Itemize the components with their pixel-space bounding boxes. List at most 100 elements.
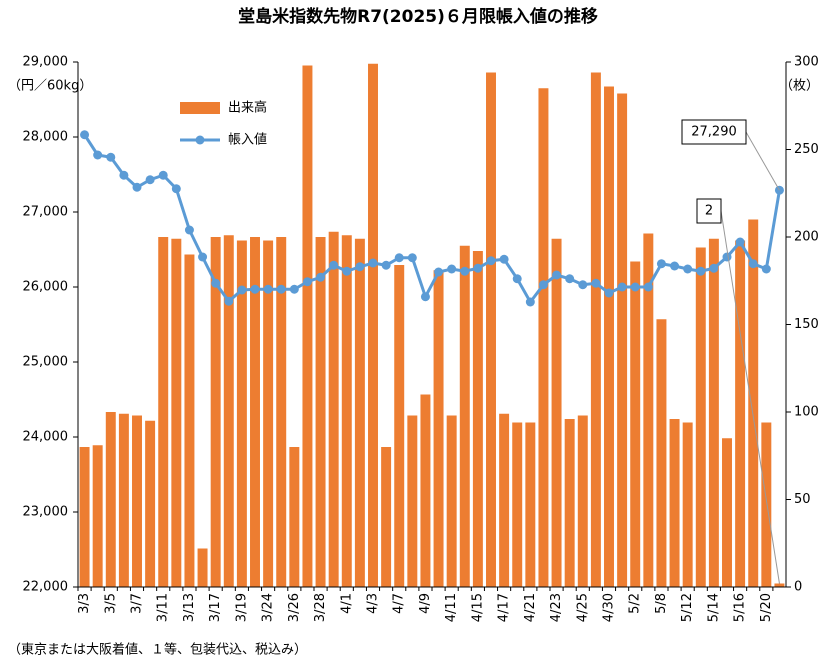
line-marker	[670, 261, 680, 271]
line-marker	[302, 277, 312, 287]
bar	[669, 419, 680, 587]
line-marker	[93, 150, 103, 160]
line-marker	[656, 259, 666, 269]
bar	[735, 240, 746, 587]
legend-marker	[195, 135, 205, 145]
callout-box	[681, 119, 747, 145]
data-label: 27,290	[691, 125, 737, 140]
bar	[105, 412, 116, 587]
line-marker	[381, 260, 391, 270]
y-tick-label: 26,000	[23, 280, 69, 295]
bar	[499, 413, 510, 587]
line-marker	[696, 266, 706, 276]
line-marker	[525, 297, 535, 307]
callout-line	[745, 131, 780, 191]
line-marker	[342, 266, 352, 276]
callout-box	[696, 198, 722, 224]
y-tick-label: 28,000	[23, 130, 69, 145]
x-tick-label: 3/5	[103, 593, 118, 614]
x-tick-label: 3/26	[287, 593, 302, 622]
y2-tick-label: 300	[794, 55, 819, 70]
x-tick-label: 4/21	[523, 593, 538, 622]
y2-tick-label: 0	[794, 580, 802, 595]
line-marker	[224, 296, 234, 306]
line-marker	[80, 130, 90, 140]
bar	[420, 394, 431, 587]
bar	[263, 240, 274, 587]
line-marker	[447, 264, 457, 274]
line-marker	[460, 266, 470, 276]
line-marker	[158, 170, 168, 180]
bar	[79, 447, 90, 587]
bar	[774, 583, 785, 587]
bar	[604, 86, 614, 587]
x-tick-label: 4/23	[549, 593, 564, 622]
x-tick-label: 5/14	[706, 593, 721, 622]
y2-tick-label: 50	[794, 492, 811, 507]
y2-axis-label: （枚）	[780, 79, 819, 94]
x-tick-label: 4/1	[339, 593, 354, 614]
line-marker	[434, 267, 444, 277]
bar	[722, 438, 732, 587]
y-tick-label: 22,000	[23, 580, 69, 595]
line-marker	[263, 284, 273, 294]
y-axis-label: （円／60kg）	[8, 79, 92, 94]
footnote: （東京または大阪着値、１等、包装代込、税込み）	[8, 642, 307, 658]
line-marker	[119, 170, 129, 180]
line-marker	[407, 253, 417, 263]
x-tick-label: 5/16	[733, 593, 748, 622]
line-marker	[486, 256, 496, 266]
bar	[302, 65, 313, 587]
bar	[617, 93, 628, 587]
bar	[525, 422, 536, 587]
line-marker	[473, 263, 483, 273]
line-marker	[748, 259, 758, 269]
bar	[695, 247, 706, 587]
line-marker	[683, 264, 693, 274]
line-marker	[499, 254, 509, 264]
bar	[394, 265, 405, 587]
bar	[630, 261, 641, 587]
bar	[223, 235, 234, 587]
x-tick-label: 5/12	[680, 593, 695, 622]
y-tick-label: 25,000	[23, 355, 69, 370]
x-tick-label: 5/8	[654, 593, 669, 614]
line-marker	[735, 237, 745, 247]
bar	[145, 420, 156, 587]
x-tick-label: 4/17	[497, 593, 512, 622]
line-marker	[289, 284, 299, 294]
y2-tick-label: 200	[794, 230, 819, 245]
bar	[761, 422, 772, 587]
x-tick-label: 5/20	[759, 593, 774, 622]
bar	[158, 237, 169, 587]
bar	[708, 238, 719, 587]
x-tick-label: 3/13	[182, 593, 197, 622]
line-marker	[106, 152, 116, 162]
bar	[276, 237, 287, 587]
x-tick-label: 3/28	[313, 593, 328, 622]
bar	[171, 238, 182, 587]
bar	[328, 231, 339, 587]
x-tick-label: 3/24	[261, 593, 276, 622]
bar	[210, 237, 221, 587]
line-marker	[171, 184, 181, 194]
bar	[341, 235, 352, 587]
line-marker	[591, 278, 601, 288]
x-tick-label: 3/19	[234, 593, 249, 622]
line-marker	[709, 263, 719, 273]
line-marker	[329, 260, 339, 270]
bar	[459, 245, 470, 587]
bar	[656, 319, 667, 587]
line-marker	[198, 252, 208, 262]
y2-tick-label: 150	[794, 317, 819, 332]
bar	[197, 548, 208, 587]
bar	[590, 72, 601, 587]
line-marker	[237, 285, 247, 295]
line-marker	[316, 272, 326, 282]
y-tick-label: 23,000	[23, 505, 69, 520]
legend-label: 帳入値	[228, 132, 267, 148]
bar	[118, 413, 129, 587]
x-tick-label: 4/3	[366, 593, 381, 614]
line-marker	[630, 282, 640, 292]
line-marker	[578, 280, 588, 290]
